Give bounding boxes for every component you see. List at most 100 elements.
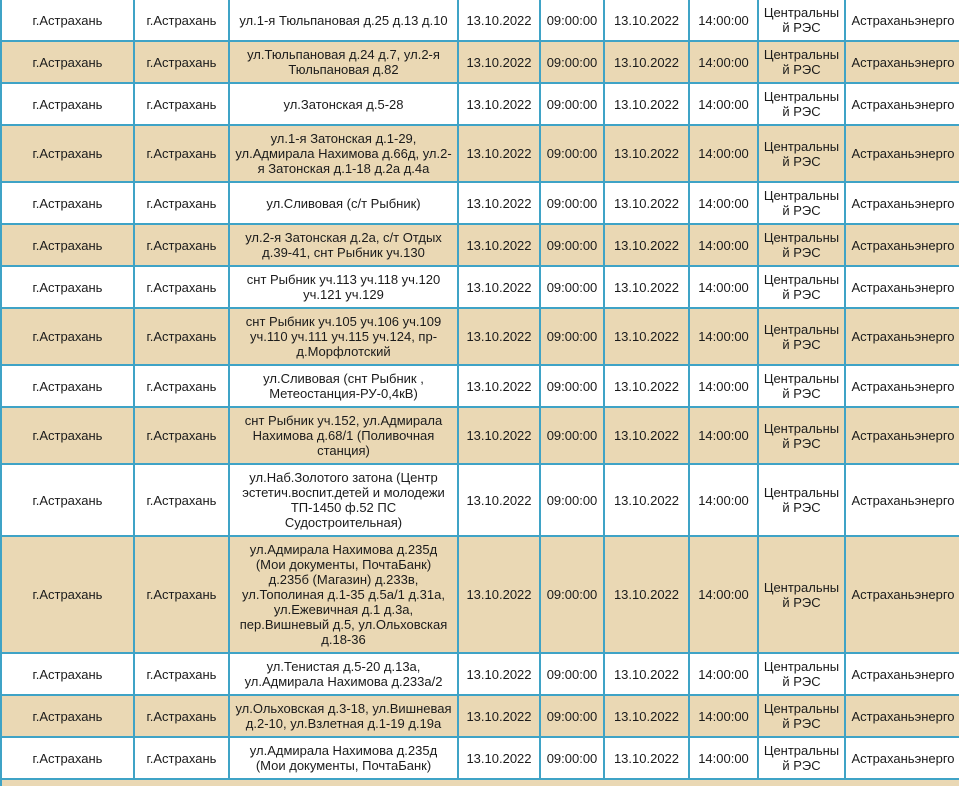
cell-addresses: ул.Сливовая (снт Рыбник , Метеостанция-Р…: [228, 364, 459, 408]
cell-start-time: 09:00:00: [539, 406, 605, 465]
cell-district: Центральный РЭС: [757, 181, 846, 225]
cell-company: Астраханьэнерго: [844, 652, 959, 696]
cell-start-date: 13.10.2022: [457, 265, 541, 309]
cell-district: Центральный РЭС: [757, 406, 846, 465]
cell-region-city: г.Астрахань: [0, 364, 135, 408]
cell-start-date: 13.10.2022: [457, 82, 541, 126]
cell-region-city: г.Астрахань: [0, 694, 135, 738]
next-row-sliver: [0, 780, 959, 786]
cell-start-time: 09:00:00: [539, 652, 605, 696]
cell-city: г.Астрахань: [133, 124, 230, 183]
cell-end-time: 14:00:00: [688, 535, 759, 654]
cell-addresses: ул.Тюльпановая д.24 д.7, ул.2-я Тюльпано…: [228, 40, 459, 84]
cell-district: Центральный РЭС: [757, 364, 846, 408]
cell-district: Центральный РЭС: [757, 694, 846, 738]
cell-end-date: 13.10.2022: [603, 694, 690, 738]
cell-region-city: г.Астрахань: [0, 463, 135, 537]
cell-city: г.Астрахань: [133, 0, 230, 42]
cell-addresses: ул.2-я Затонская д.2а, с/т Отдых д.39-41…: [228, 223, 459, 267]
cell-end-time: 14:00:00: [688, 364, 759, 408]
table-row: г.Астрахань г.Астрахань ул.Адмирала Нахи…: [0, 736, 959, 780]
cell-end-date: 13.10.2022: [603, 265, 690, 309]
cell-company: Астраханьэнерго: [844, 40, 959, 84]
cell-start-time: 09:00:00: [539, 181, 605, 225]
cell-company: Астраханьэнерго: [844, 463, 959, 537]
cell-district: Центральный РЭС: [757, 0, 846, 42]
cell-city: г.Астрахань: [133, 223, 230, 267]
cell-company: Астраханьэнерго: [844, 535, 959, 654]
cell-end-time: 14:00:00: [688, 265, 759, 309]
cell-end-time: 14:00:00: [688, 223, 759, 267]
cell-company: Астраханьэнерго: [844, 82, 959, 126]
cell-end-time: 14:00:00: [688, 736, 759, 780]
table-row: г.Астрахань г.Астрахань ул.2-я Затонская…: [0, 223, 959, 267]
cell-end-time: 14:00:00: [688, 82, 759, 126]
cell-end-date: 13.10.2022: [603, 124, 690, 183]
cell-start-time: 09:00:00: [539, 463, 605, 537]
cell-addresses: ул.Адмирала Нахимова д.235д (Мои докумен…: [228, 535, 459, 654]
cell-addresses: ул.Тенистая д.5-20 д.13а, ул.Адмирала На…: [228, 652, 459, 696]
cell-end-time: 14:00:00: [688, 406, 759, 465]
cell-start-date: 13.10.2022: [457, 652, 541, 696]
table-row: г.Астрахань г.Астрахань ул.Сливовая (с/т…: [0, 181, 959, 225]
cell-city: г.Астрахань: [133, 535, 230, 654]
cell-city: г.Астрахань: [133, 736, 230, 780]
cell-city: г.Астрахань: [133, 694, 230, 738]
cell-end-date: 13.10.2022: [603, 535, 690, 654]
cell-district: Центральный РЭС: [757, 124, 846, 183]
cell-end-date: 13.10.2022: [603, 181, 690, 225]
cell-district: Центральный РЭС: [757, 535, 846, 654]
cell-district: Центральный РЭС: [757, 652, 846, 696]
cell-region-city: г.Астрахань: [0, 124, 135, 183]
table-row: г.Астрахань г.Астрахань ул.Сливовая (снт…: [0, 364, 959, 408]
cell-start-date: 13.10.2022: [457, 0, 541, 42]
cell-city: г.Астрахань: [133, 364, 230, 408]
cell-addresses: ул.Сливовая (с/т Рыбник): [228, 181, 459, 225]
table-row: г.Астрахань г.Астрахань ул.Наб.Золотого …: [0, 463, 959, 537]
cell-district: Центральный РЭС: [757, 307, 846, 366]
cell-city: г.Астрахань: [133, 40, 230, 84]
cell-end-time: 14:00:00: [688, 181, 759, 225]
cell-addresses: снт Рыбник уч.105 уч.106 уч.109 уч.110 у…: [228, 307, 459, 366]
cell-end-time: 14:00:00: [688, 0, 759, 42]
cell-region-city: г.Астрахань: [0, 40, 135, 84]
cell-start-date: 13.10.2022: [457, 181, 541, 225]
cell-end-date: 13.10.2022: [603, 652, 690, 696]
cell-end-date: 13.10.2022: [603, 406, 690, 465]
cell-end-date: 13.10.2022: [603, 82, 690, 126]
cell-start-time: 09:00:00: [539, 0, 605, 42]
cell-end-date: 13.10.2022: [603, 307, 690, 366]
cell-start-time: 09:00:00: [539, 307, 605, 366]
cell-end-date: 13.10.2022: [603, 223, 690, 267]
cell-start-time: 09:00:00: [539, 736, 605, 780]
cell-end-time: 14:00:00: [688, 652, 759, 696]
cell-city: г.Астрахань: [133, 181, 230, 225]
table-row: г.Астрахань г.Астрахань снт Рыбник уч.15…: [0, 406, 959, 465]
cell-company: Астраханьэнерго: [844, 406, 959, 465]
cell-end-date: 13.10.2022: [603, 40, 690, 84]
cell-end-date: 13.10.2022: [603, 736, 690, 780]
cell-district: Центральный РЭС: [757, 40, 846, 84]
cell-end-date: 13.10.2022: [603, 364, 690, 408]
cell-addresses: ул.Ольховская д.3-18, ул.Вишневая д.2-10…: [228, 694, 459, 738]
cell-region-city: г.Астрахань: [0, 535, 135, 654]
cell-end-time: 14:00:00: [688, 307, 759, 366]
cell-city: г.Астрахань: [133, 406, 230, 465]
cell-district: Центральный РЭС: [757, 265, 846, 309]
cell-company: Астраханьэнерго: [844, 124, 959, 183]
cell-start-time: 09:00:00: [539, 223, 605, 267]
table-row: г.Астрахань г.Астрахань ул.Ольховская д.…: [0, 694, 959, 738]
cell-region-city: г.Астрахань: [0, 82, 135, 126]
cell-region-city: г.Астрахань: [0, 652, 135, 696]
cell-addresses: снт Рыбник уч.113 уч.118 уч.120 уч.121 у…: [228, 265, 459, 309]
table-row: г.Астрахань г.Астрахань снт Рыбник уч.11…: [0, 265, 959, 309]
table-row: г.Астрахань г.Астрахань ул.1-я Затонская…: [0, 124, 959, 183]
cell-company: Астраханьэнерго: [844, 694, 959, 738]
cell-start-time: 09:00:00: [539, 265, 605, 309]
cell-start-time: 09:00:00: [539, 535, 605, 654]
cell-district: Центральный РЭС: [757, 463, 846, 537]
cell-end-date: 13.10.2022: [603, 463, 690, 537]
cell-city: г.Астрахань: [133, 307, 230, 366]
table-row: г.Астрахань г.Астрахань ул.Адмирала Нахи…: [0, 535, 959, 654]
cell-start-date: 13.10.2022: [457, 40, 541, 84]
